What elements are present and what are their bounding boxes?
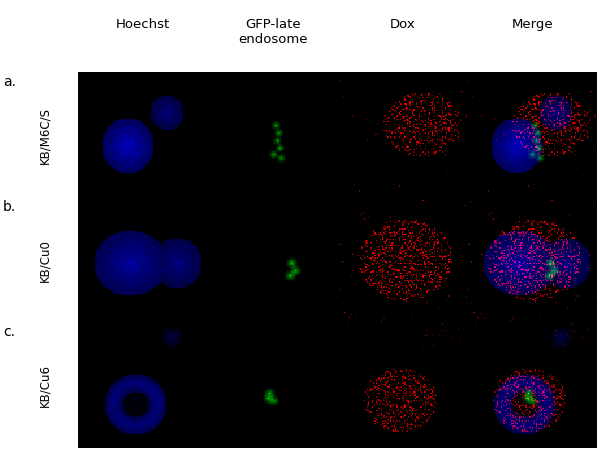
Text: Merge: Merge	[511, 18, 553, 31]
Text: GFP-late
endosome: GFP-late endosome	[238, 18, 307, 46]
Text: Dox: Dox	[389, 18, 415, 31]
Text: c.: c.	[3, 325, 15, 339]
Text: KB/Cu0: KB/Cu0	[38, 239, 52, 282]
Text: Hoechst: Hoechst	[116, 18, 170, 31]
Text: a.: a.	[3, 75, 16, 89]
Text: KB/M6C/S: KB/M6C/S	[38, 106, 52, 164]
Text: KB/Cu6: KB/Cu6	[38, 364, 52, 407]
Text: b.: b.	[3, 200, 16, 214]
